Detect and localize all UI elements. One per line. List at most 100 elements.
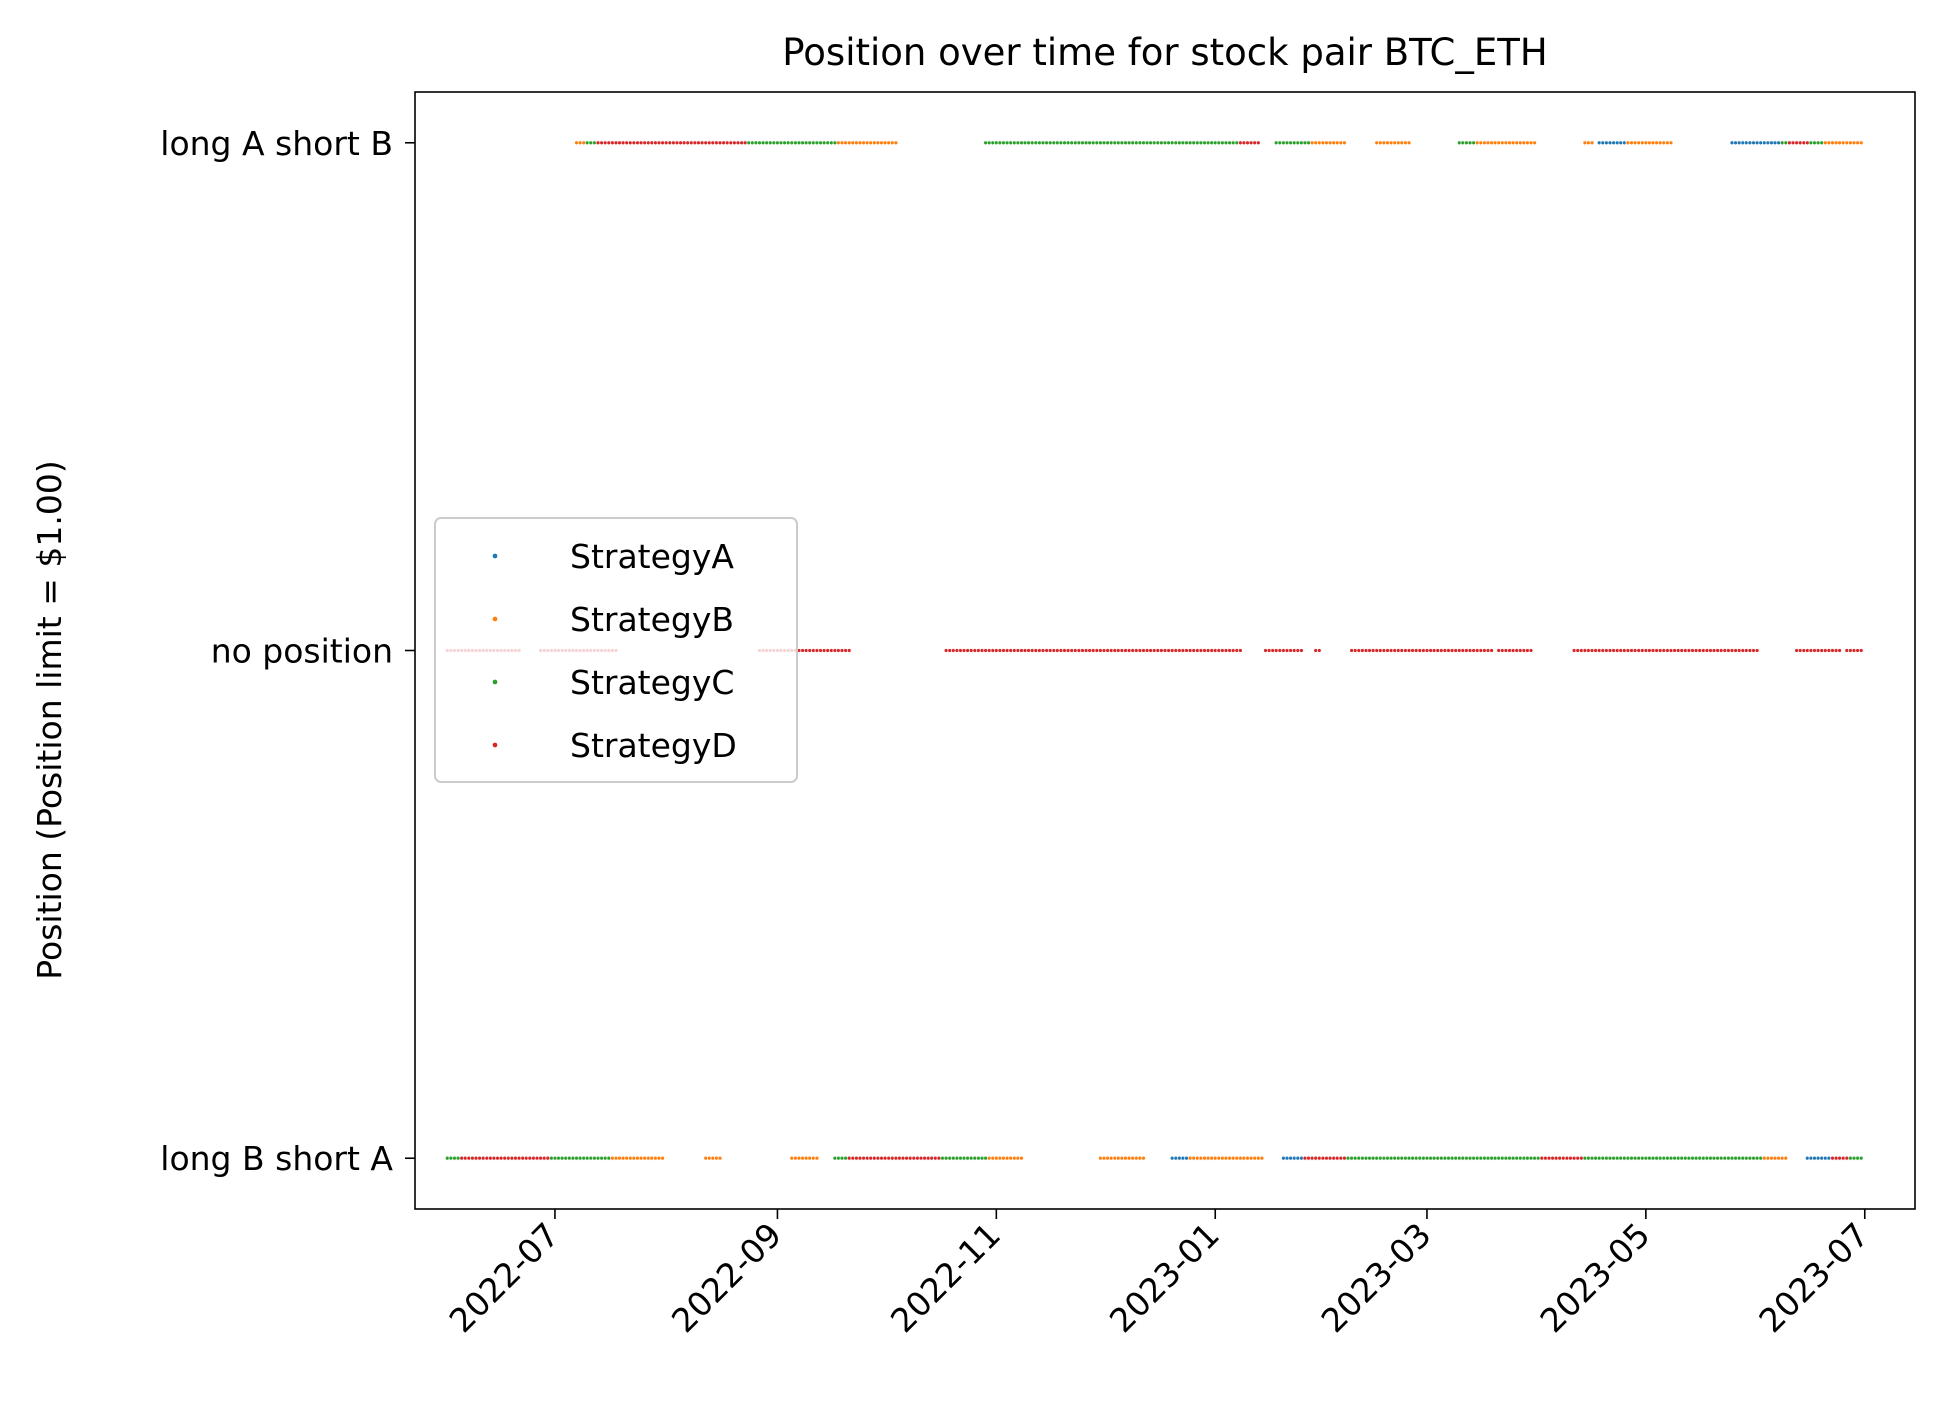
data-point (524, 1156, 529, 1161)
data-point (1715, 1156, 1720, 1161)
data-point (1238, 140, 1243, 145)
data-point (1159, 648, 1164, 653)
data-point (1370, 648, 1376, 653)
data-point (1030, 140, 1035, 145)
data-point (789, 140, 794, 145)
data-point (1105, 648, 1110, 653)
data-point (513, 1156, 518, 1161)
data-point (1073, 140, 1078, 145)
data-point (821, 140, 827, 145)
data-point (1317, 648, 1322, 653)
data-point (1729, 648, 1735, 653)
data-point (1051, 140, 1056, 145)
data-point (1123, 648, 1128, 653)
data-point (1205, 648, 1211, 653)
data-point (1177, 140, 1182, 145)
data-point (854, 140, 859, 145)
data-point (1467, 1156, 1473, 1161)
data-point (1392, 1156, 1397, 1161)
data-point (559, 1156, 565, 1161)
data-point (1091, 140, 1096, 145)
data-point (803, 1156, 809, 1161)
data-point (800, 648, 805, 653)
data-point (1396, 140, 1401, 145)
data-point (832, 140, 838, 145)
data-point (1754, 1156, 1760, 1161)
data-point (908, 1156, 913, 1161)
data-point (1841, 1156, 1846, 1161)
data-point (1277, 140, 1282, 145)
data-point (1083, 648, 1089, 653)
data-point (1406, 1156, 1412, 1161)
data-point (958, 648, 963, 653)
data-point (1213, 140, 1218, 145)
series-strategyb (574, 140, 1864, 1161)
data-point (735, 140, 741, 145)
data-point (549, 1156, 554, 1161)
data-point (1801, 648, 1806, 653)
data-point (803, 140, 809, 145)
data-point (760, 140, 766, 145)
data-point (1496, 140, 1501, 145)
data-point (879, 1156, 884, 1161)
data-point (1769, 140, 1774, 145)
data-point (721, 140, 726, 145)
data-point (1604, 140, 1609, 145)
data-point (1467, 140, 1473, 145)
data-point (1191, 1156, 1196, 1161)
data-point (570, 1156, 576, 1161)
data-point (843, 1156, 848, 1161)
data-point (1148, 140, 1153, 145)
data-point (1101, 140, 1107, 145)
data-point (1536, 1156, 1541, 1161)
data-point (1123, 140, 1128, 145)
data-point (1180, 140, 1186, 145)
data-point (821, 648, 827, 653)
data-point (839, 648, 845, 653)
data-point (1248, 1156, 1254, 1161)
data-point (1528, 140, 1534, 145)
data-point (642, 140, 647, 145)
data-point (1833, 1156, 1839, 1161)
data-point (1798, 648, 1803, 653)
data-point (1815, 648, 1821, 653)
data-point (1055, 648, 1060, 653)
data-point (1356, 1156, 1361, 1161)
data-point (954, 648, 960, 653)
data-point (710, 1156, 715, 1161)
data-point (1252, 1156, 1257, 1161)
data-point (1162, 648, 1168, 653)
data-point (1406, 140, 1412, 145)
data-point (818, 648, 823, 653)
data-point (714, 1156, 719, 1161)
data-point (1658, 648, 1663, 653)
data-point (836, 648, 841, 653)
data-point (872, 140, 877, 145)
data-point (1478, 1156, 1483, 1161)
data-point (1618, 1156, 1623, 1161)
data-point (1848, 648, 1853, 653)
data-point (1396, 648, 1401, 653)
data-point (1349, 648, 1354, 653)
data-point (994, 140, 999, 145)
data-point (739, 140, 744, 145)
data-point (1227, 1156, 1232, 1161)
data-point (1098, 1156, 1103, 1161)
data-point (1320, 140, 1326, 145)
data-point (1446, 1156, 1451, 1161)
data-point (1607, 140, 1613, 145)
data-point (1568, 1156, 1573, 1161)
data-point (1008, 648, 1013, 653)
data-point (1751, 1156, 1756, 1161)
data-point (1019, 140, 1024, 145)
data-point (1611, 140, 1616, 145)
data-point (1622, 1156, 1627, 1161)
data-point (1220, 1156, 1225, 1161)
data-point (1338, 1156, 1343, 1161)
data-point (1618, 140, 1623, 145)
data-point (1525, 140, 1530, 145)
data-point (581, 1156, 586, 1161)
legend-label: StrategyB (570, 600, 734, 639)
data-point (782, 140, 787, 145)
data-point (603, 1156, 608, 1161)
